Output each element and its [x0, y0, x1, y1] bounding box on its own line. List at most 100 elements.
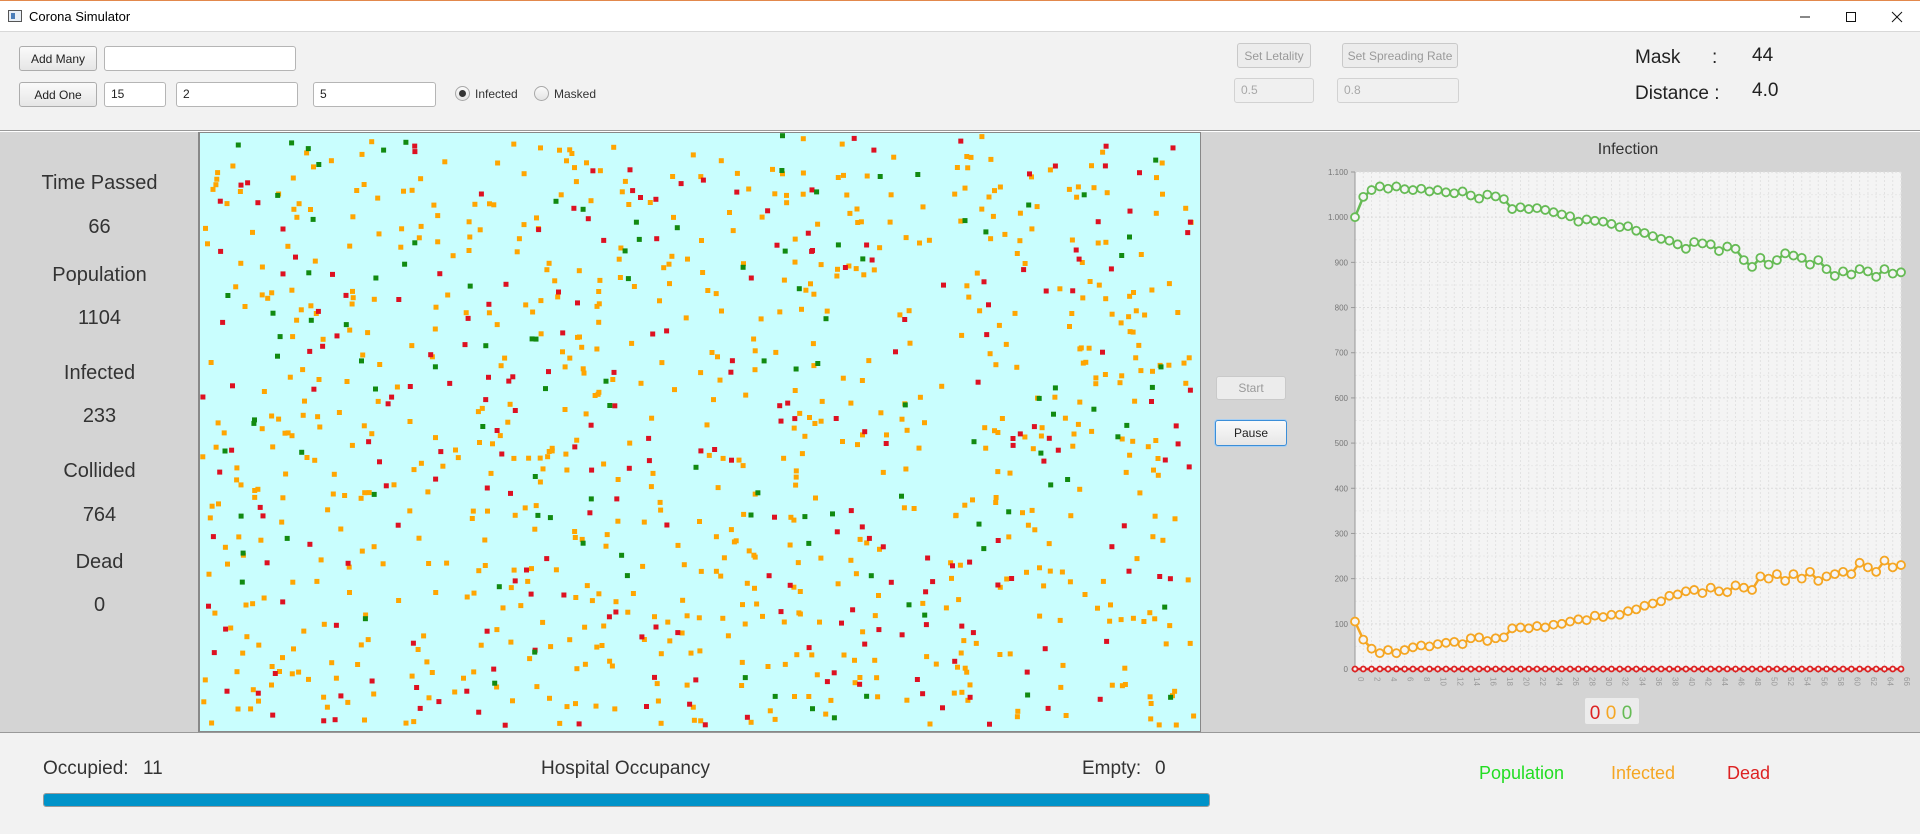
- susceptible-person: [787, 542, 793, 548]
- infected-person: [930, 579, 936, 585]
- x-tick-label: 28: [1588, 677, 1597, 686]
- susceptible-person: [391, 482, 397, 488]
- data-point: [1780, 575, 1791, 586]
- data-point: [1813, 255, 1824, 266]
- susceptible-person: [596, 591, 602, 597]
- susceptible-person: [312, 258, 318, 264]
- susceptible-person: [1123, 469, 1129, 475]
- minimize-icon: [1800, 16, 1810, 17]
- lethality-input[interactable]: 0.5: [1234, 78, 1314, 103]
- susceptible-person: [296, 669, 302, 675]
- infected-person: [611, 369, 617, 375]
- control-column: Start Pause: [1201, 132, 1287, 732]
- susceptible-person: [684, 613, 690, 619]
- susceptible-person: [773, 349, 779, 355]
- data-point: [1565, 211, 1575, 222]
- add-one-x-input[interactable]: 15: [104, 82, 166, 107]
- masked-person: [1162, 604, 1168, 610]
- masked-person: [607, 403, 613, 408]
- radio-masked[interactable]: Masked: [534, 86, 596, 101]
- susceptible-person: [977, 308, 983, 314]
- masked-person: [362, 616, 368, 622]
- data-point: [1689, 585, 1700, 595]
- data-point: [1499, 194, 1509, 205]
- data-point: [1532, 203, 1542, 214]
- susceptible-person: [557, 720, 563, 726]
- susceptible-person: [433, 590, 439, 595]
- susceptible-person: [861, 272, 867, 278]
- susceptible-person: [1066, 186, 1072, 192]
- add-many-button[interactable]: Add Many: [19, 46, 97, 71]
- susceptible-person: [1034, 204, 1040, 210]
- susceptible-person: [611, 144, 617, 150]
- susceptible-person: [564, 467, 570, 473]
- radio-infected-dot[interactable]: [455, 86, 470, 101]
- susceptible-person: [818, 262, 824, 268]
- add-one-y-input[interactable]: 2: [176, 82, 298, 107]
- susceptible-person: [304, 150, 310, 156]
- susceptible-person: [333, 675, 339, 681]
- minimize-button[interactable]: [1782, 1, 1828, 32]
- masked-person: [532, 649, 538, 655]
- susceptible-person: [224, 201, 230, 207]
- infected-person: [484, 485, 490, 491]
- set-spreading-rate-button[interactable]: Set Spreading Rate: [1342, 43, 1458, 68]
- masked-person: [864, 693, 870, 699]
- susceptible-person: [797, 410, 803, 416]
- start-button[interactable]: Start: [1216, 376, 1286, 400]
- susceptible-person: [920, 204, 926, 210]
- radio-masked-dot[interactable]: [534, 86, 549, 101]
- data-point: [1374, 181, 1385, 192]
- infection-chart: Infection01002003004005006007008009001.0…: [1328, 141, 1911, 724]
- susceptible-person: [269, 413, 275, 419]
- susceptible-person: [1148, 701, 1154, 706]
- data-point: [1408, 642, 1418, 653]
- infected-person: [687, 701, 693, 707]
- grid-lines: [1354, 171, 1902, 670]
- pause-button[interactable]: Pause: [1215, 420, 1287, 446]
- close-button[interactable]: [1874, 1, 1920, 32]
- susceptible-person: [1130, 615, 1136, 621]
- susceptible-person: [970, 497, 975, 503]
- susceptible-person: [580, 366, 586, 372]
- susceptible-person: [1047, 167, 1053, 173]
- susceptible-person: [521, 171, 527, 177]
- susceptible-person: [958, 650, 964, 656]
- susceptible-person: [365, 637, 371, 643]
- radio-infected[interactable]: Infected: [455, 86, 518, 101]
- susceptible-person: [958, 218, 964, 224]
- data-point: [1723, 665, 1731, 673]
- susceptible-person: [215, 170, 221, 176]
- susceptible-person: [487, 201, 492, 207]
- x-tick-label: 16: [1488, 677, 1497, 686]
- susceptible-person: [467, 234, 473, 240]
- add-one-button[interactable]: Add One: [19, 82, 97, 107]
- add-many-count-input[interactable]: [104, 46, 296, 71]
- susceptible-person: [289, 671, 295, 677]
- infected-person: [862, 641, 868, 647]
- infected-person: [217, 469, 223, 475]
- infected-person: [644, 704, 649, 709]
- infected-person: [787, 582, 793, 588]
- masked-person: [402, 261, 408, 267]
- simulation-area[interactable]: [199, 132, 1201, 732]
- maximize-button[interactable]: [1828, 1, 1874, 32]
- infected-person: [571, 205, 577, 211]
- spreading-rate-input[interactable]: 0.8: [1337, 78, 1459, 103]
- infected-person: [1108, 266, 1114, 272]
- susceptible-person: [927, 721, 933, 727]
- masked-person: [1091, 406, 1097, 412]
- susceptible-person: [622, 178, 628, 184]
- susceptible-person: [610, 377, 616, 382]
- x-tick-label: 56: [1819, 677, 1828, 686]
- masked-person: [240, 550, 246, 556]
- susceptible-person: [488, 470, 494, 476]
- susceptible-person: [594, 303, 600, 309]
- susceptible-person: [1046, 541, 1052, 547]
- add-one-z-input[interactable]: 5: [313, 82, 436, 107]
- susceptible-person: [575, 334, 580, 340]
- susceptible-person: [362, 490, 368, 496]
- set-lethality-button[interactable]: Set Letality: [1237, 43, 1311, 68]
- masked-person: [1081, 192, 1087, 198]
- susceptible-person: [210, 186, 216, 192]
